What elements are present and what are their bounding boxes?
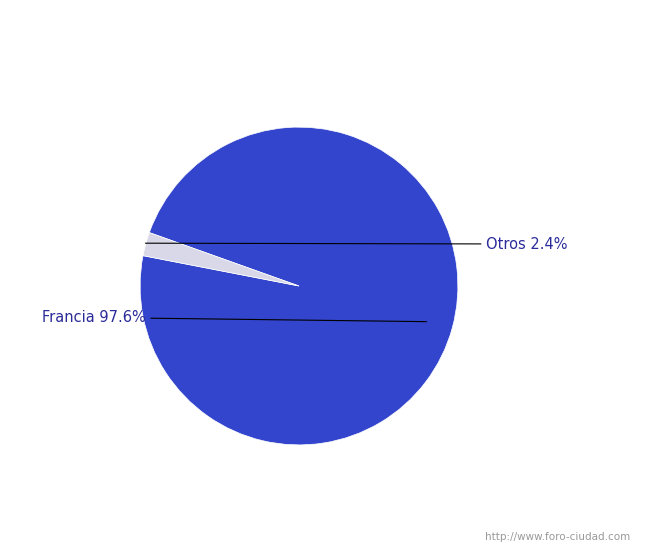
Text: Otros 2.4%: Otros 2.4% <box>146 236 568 251</box>
Text: http://www.foro-ciudad.com: http://www.foro-ciudad.com <box>486 532 630 542</box>
Text: Francia 97.6%: Francia 97.6% <box>42 310 426 325</box>
Wedge shape <box>143 233 299 286</box>
Wedge shape <box>140 127 458 445</box>
Text: Les - Turistas extranjeros según país - Abril de 2024: Les - Turistas extranjeros según país - … <box>99 16 551 35</box>
